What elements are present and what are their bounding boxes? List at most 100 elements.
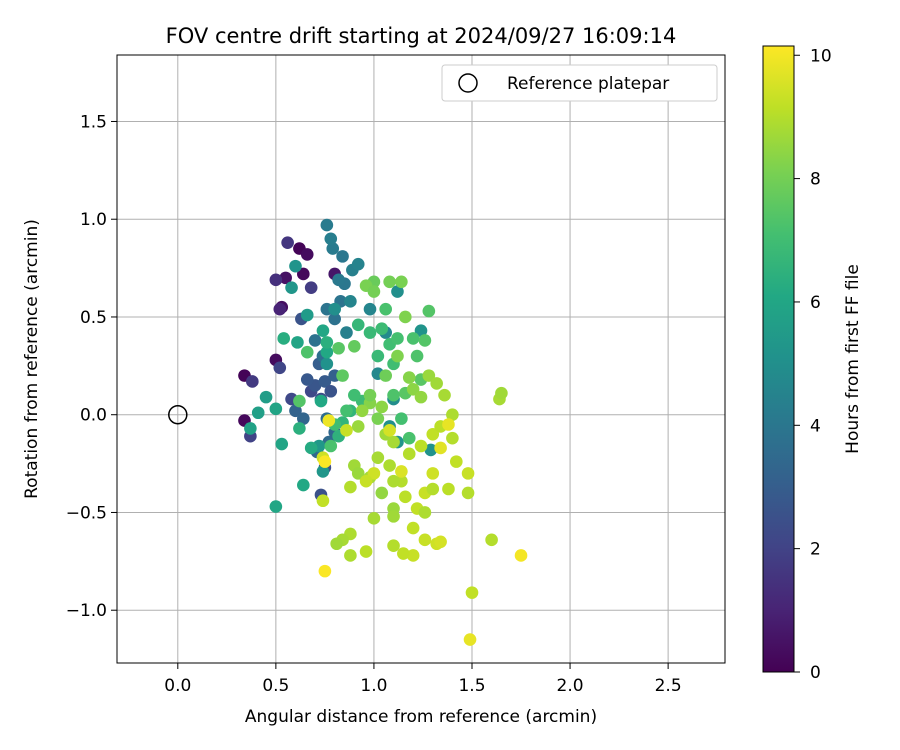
data-point <box>336 250 349 263</box>
data-point <box>367 467 381 480</box>
data-point <box>320 345 334 359</box>
data-point <box>246 375 259 388</box>
data-point <box>269 402 283 416</box>
data-point <box>318 455 332 468</box>
data-point <box>277 332 291 345</box>
data-point <box>275 437 289 451</box>
data-point <box>414 439 428 453</box>
data-points <box>238 218 528 646</box>
data-point <box>426 482 440 496</box>
x-tick-label: 2.5 <box>655 676 682 696</box>
data-point <box>336 369 349 382</box>
colorbar-tick-label: 4 <box>810 416 821 436</box>
data-point <box>316 465 330 478</box>
data-point <box>514 549 528 562</box>
data-point <box>402 447 416 461</box>
data-point <box>351 318 365 332</box>
y-tick-label: −1.0 <box>66 601 107 621</box>
data-point <box>402 431 416 445</box>
data-point <box>289 404 302 418</box>
data-point <box>442 418 455 431</box>
data-point <box>332 341 345 355</box>
data-point <box>383 459 396 472</box>
data-point <box>387 510 400 523</box>
data-point <box>383 424 396 437</box>
data-point <box>351 467 365 480</box>
colorbar-tick-label: 6 <box>810 293 821 313</box>
data-point <box>297 267 310 281</box>
data-point <box>424 443 438 457</box>
data-point <box>328 312 342 326</box>
y-tick-label: 1.0 <box>80 210 107 230</box>
data-point <box>387 539 400 553</box>
data-point <box>426 467 440 480</box>
x-ticks: 0.0 0.5 1.0 1.5 2.0 2.5 <box>164 663 682 696</box>
legend: Reference platepar <box>441 64 718 102</box>
data-point <box>422 369 436 382</box>
data-point <box>371 451 385 465</box>
data-point <box>485 533 498 547</box>
data-point <box>297 412 310 425</box>
chart-title: FOV centre drift starting at 2024/09/27 … <box>166 24 677 48</box>
colorbar-tick-label: 0 <box>810 663 821 683</box>
y-axis-label: Rotation from reference (arcmin) <box>22 219 42 499</box>
data-point <box>410 349 424 363</box>
y-tick-label: −0.5 <box>66 503 107 523</box>
x-tick-label: 2.0 <box>557 676 584 696</box>
data-point <box>328 302 342 316</box>
data-point <box>434 535 447 549</box>
y-tick-label: 1.5 <box>80 112 107 132</box>
plot-frame <box>116 54 726 664</box>
data-point <box>308 334 322 347</box>
data-point <box>316 494 330 508</box>
y-tick-label: 0.0 <box>80 406 107 426</box>
data-point <box>367 512 381 525</box>
data-point <box>269 500 283 513</box>
data-point <box>414 324 428 337</box>
colorbar-tick-label: 8 <box>810 170 821 190</box>
x-tick-label: 0.5 <box>262 676 289 696</box>
x-tick-label: 1.5 <box>458 676 485 696</box>
data-point <box>348 339 361 353</box>
data-point <box>273 361 287 375</box>
data-point <box>300 248 314 261</box>
data-point <box>320 336 334 349</box>
data-point <box>426 427 440 441</box>
data-point <box>348 388 361 402</box>
legend-box <box>441 64 718 102</box>
data-point <box>291 336 304 349</box>
x-tick-label: 1.0 <box>360 676 387 696</box>
data-point <box>300 308 314 322</box>
data-point <box>375 400 389 414</box>
data-point <box>297 478 310 492</box>
data-point <box>450 455 463 468</box>
data-point <box>406 332 420 345</box>
data-point <box>300 345 314 359</box>
data-point <box>375 322 389 335</box>
data-point <box>300 373 314 386</box>
data-point <box>399 490 412 504</box>
colorbar-tick-label: 2 <box>810 540 821 560</box>
x-tick-label: 0.0 <box>164 676 191 696</box>
data-point <box>344 480 357 494</box>
data-point <box>332 273 345 287</box>
data-point <box>383 275 396 289</box>
data-point <box>371 412 385 425</box>
data-point <box>465 586 479 599</box>
data-point <box>259 390 273 404</box>
data-point <box>446 408 459 422</box>
legend-reference-marker <box>458 73 478 93</box>
data-point <box>371 349 385 363</box>
data-point <box>320 357 334 371</box>
data-point <box>495 386 508 400</box>
data-point <box>340 326 353 339</box>
data-point <box>387 474 400 488</box>
data-point <box>314 394 328 408</box>
y-tick-label: 0.5 <box>80 308 107 328</box>
data-point <box>326 242 340 255</box>
data-point <box>363 302 377 316</box>
data-point <box>330 537 343 551</box>
data-point <box>418 334 432 347</box>
data-point <box>375 486 389 500</box>
